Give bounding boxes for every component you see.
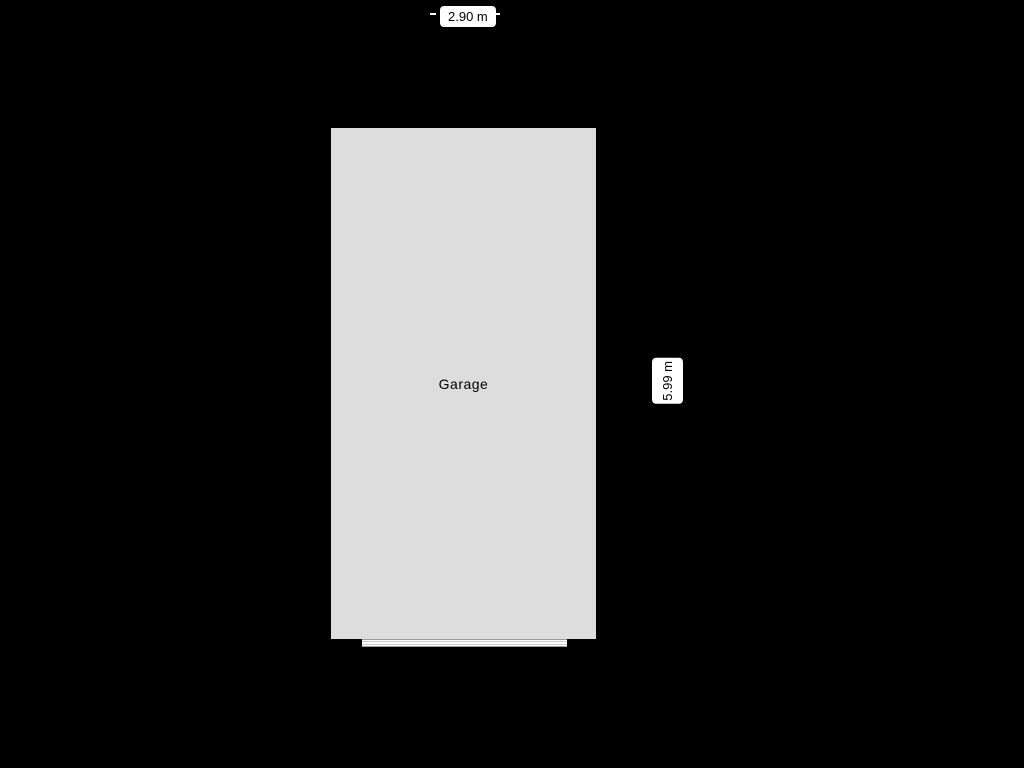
dimension-height-text: 5.99 m xyxy=(660,361,675,401)
garage-room-label: Garage xyxy=(439,376,489,392)
dimension-tick xyxy=(494,13,500,15)
dimension-width-label: 2.90 m xyxy=(440,6,496,27)
dimension-height-label: 5.99 m xyxy=(652,358,683,404)
garage-door xyxy=(362,639,567,647)
dimension-width-text: 2.90 m xyxy=(448,9,488,24)
garage-room: Garage xyxy=(331,128,596,639)
dimension-tick xyxy=(430,13,436,15)
